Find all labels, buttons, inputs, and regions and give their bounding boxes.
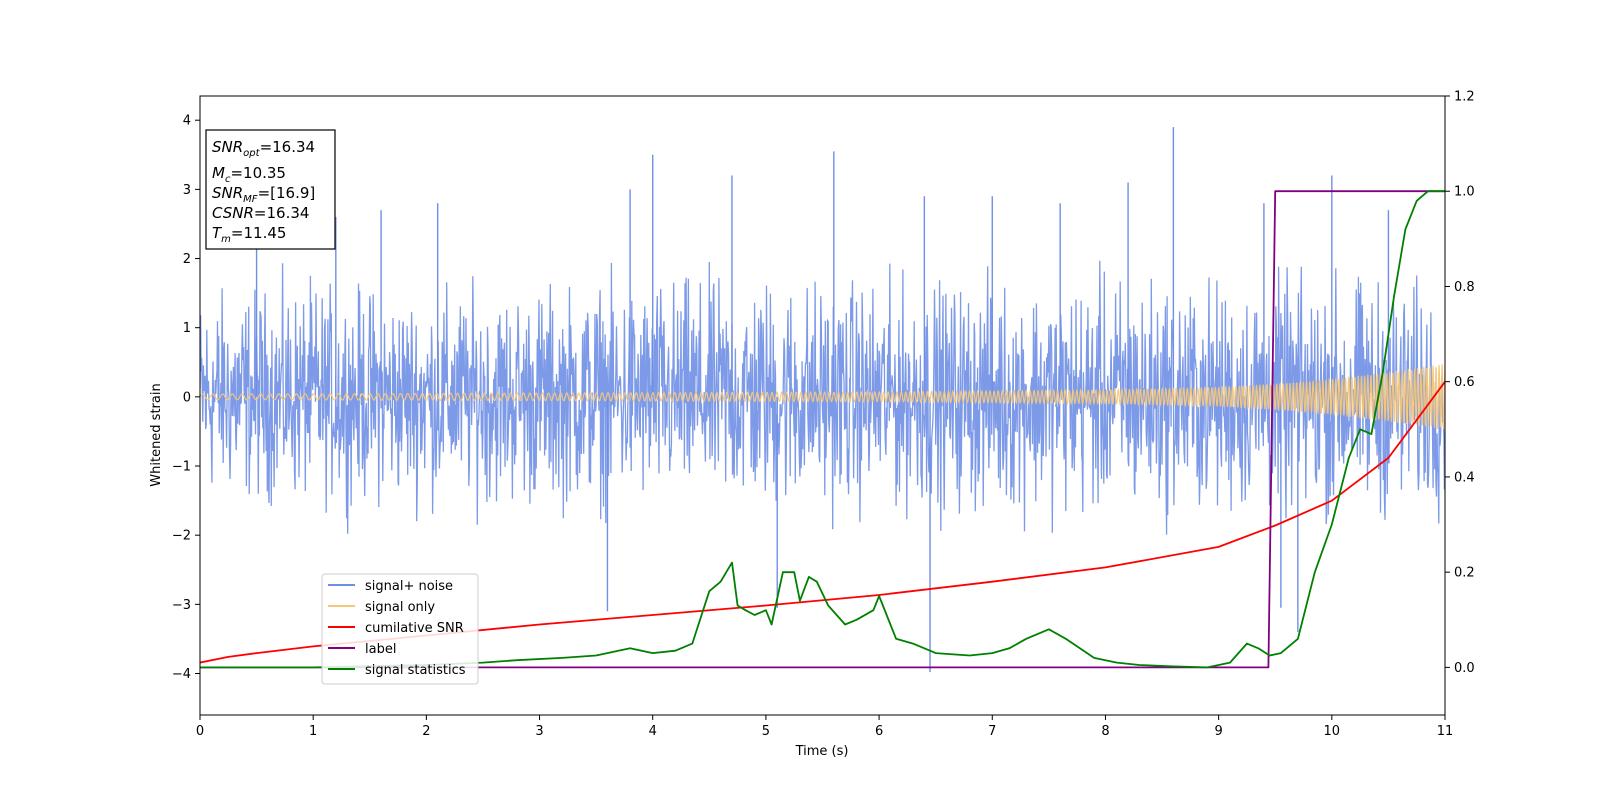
x-tick-label: 5 xyxy=(762,724,770,739)
y-axis-label: Whitened strain xyxy=(149,383,164,486)
x-tick-label: 8 xyxy=(1101,724,1109,739)
x-tick-label: 1 xyxy=(309,724,317,739)
y2-tick-label: 0.6 xyxy=(1454,375,1475,390)
stat-snr-mf: SNRMF=[16.9] xyxy=(212,184,315,205)
x-tick-label: 10 xyxy=(1324,724,1341,739)
stats-box-frame xyxy=(205,129,336,250)
stat-tm: Tm=11.45 xyxy=(212,224,286,245)
series-signal-statistics xyxy=(200,190,1445,669)
x-tick-label: 4 xyxy=(649,724,657,739)
legend-entry-cumulative: cumilative SNR xyxy=(365,621,464,636)
series-layer xyxy=(200,127,1445,673)
series-cumulative-snr xyxy=(200,381,1445,664)
y-tick-label: 0 xyxy=(183,390,191,405)
y2-tick-label: 0.8 xyxy=(1454,280,1475,295)
y-tick-label: 3 xyxy=(183,183,191,198)
legend-entry-label: label xyxy=(365,642,396,657)
y-tick-label: 2 xyxy=(183,252,191,267)
y-tick-label: 1 xyxy=(183,321,191,336)
legend-frame xyxy=(321,573,479,685)
y-tick-label: −4 xyxy=(172,667,191,682)
x-tick-label: 11 xyxy=(1437,724,1454,739)
series-signal-only xyxy=(200,364,1445,429)
y-axis-right: 1.2 1.0 0.8 0.6 0.4 0.2 0.0 xyxy=(1445,90,1475,676)
series-label xyxy=(200,190,1445,669)
y-tick-label: 4 xyxy=(183,114,191,129)
x-tick-label: 6 xyxy=(875,724,883,739)
x-tick-label: 9 xyxy=(1214,724,1222,739)
stat-mc: Mc=10.35 xyxy=(212,164,286,185)
legend: signal+ noise signal only cumilative SNR… xyxy=(321,573,479,685)
stat-csnr: CSNR=16.34 xyxy=(212,204,309,222)
legend-entry-signal-only: signal only xyxy=(365,600,435,615)
x-tick-label: 7 xyxy=(988,724,996,739)
x-tick-label: 0 xyxy=(196,724,204,739)
y-tick-label: −2 xyxy=(172,529,191,544)
y2-tick-label: 0.4 xyxy=(1454,470,1475,485)
y-tick-label: −3 xyxy=(172,598,191,613)
stats-box: SNRopt=16.34 Mc=10.35 SNRMF=[16.9] CSNR=… xyxy=(205,129,336,250)
x-tick-label: 3 xyxy=(535,724,543,739)
y2-tick-label: 1.0 xyxy=(1454,185,1475,200)
y-tick-label: −1 xyxy=(172,460,191,475)
legend-entry-statistics: signal statistics xyxy=(365,663,466,678)
y2-tick-label: 1.2 xyxy=(1454,90,1475,105)
plot-frame xyxy=(199,95,1446,716)
stat-snr-opt: SNRopt=16.34 xyxy=(212,138,315,159)
x-axis: 0 1 2 3 4 5 6 7 8 9 10 11 xyxy=(196,715,1453,739)
y-axis-left: 4 3 2 1 0 −1 −2 −3 −4 xyxy=(172,114,200,682)
series-signal-noise xyxy=(200,260,1445,535)
y2-tick-label: 0.2 xyxy=(1454,566,1475,581)
y2-tick-label: 0.0 xyxy=(1454,661,1475,676)
legend-entry-signal-noise: signal+ noise xyxy=(365,579,453,594)
x-tick-label: 2 xyxy=(422,724,430,739)
x-axis-label: Time (s) xyxy=(795,744,849,759)
